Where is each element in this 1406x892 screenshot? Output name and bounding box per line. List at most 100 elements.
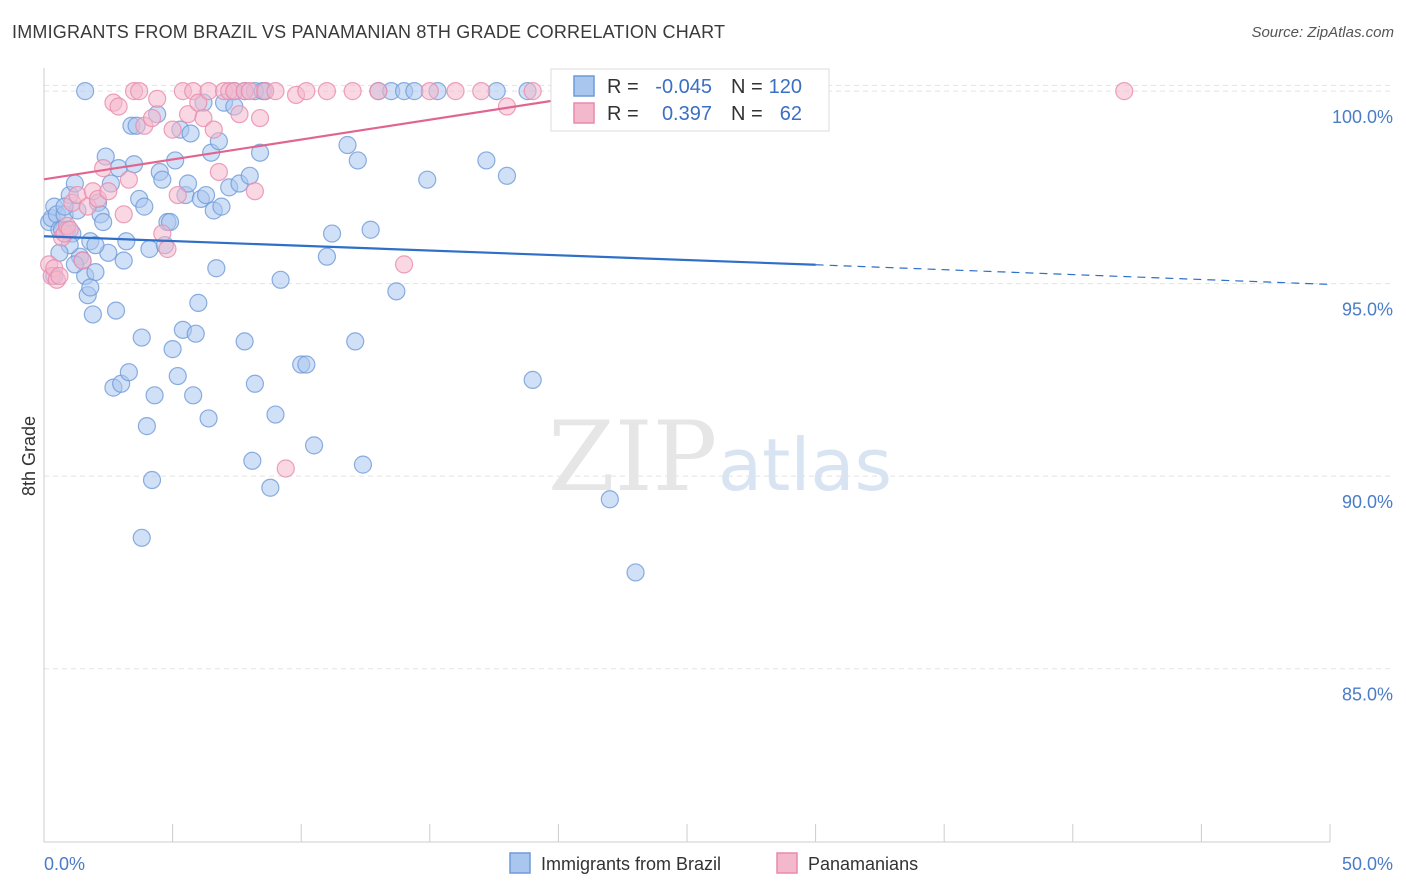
point-panamanian	[163, 120, 182, 139]
point-brazil	[271, 270, 290, 289]
bottom-legend-panamanians: Panamanians	[808, 854, 918, 874]
legend-swatch-brazil	[573, 75, 595, 97]
point-panamanian	[194, 108, 213, 128]
point-panamanian	[148, 89, 167, 108]
point-panamanian	[472, 82, 491, 101]
trend-line-brazil-extension	[815, 264, 1331, 286]
point-brazil	[106, 301, 126, 320]
point-brazil	[600, 490, 619, 509]
point-brazil	[132, 528, 151, 547]
legend-n-value-brazil: 120	[769, 76, 802, 98]
point-brazil	[145, 386, 164, 405]
point-panamanian	[266, 82, 285, 101]
point-panamanian	[209, 162, 228, 182]
point-panamanian	[523, 82, 542, 101]
point-brazil	[353, 455, 373, 474]
point-panamanian	[297, 82, 316, 101]
point-panamanian	[142, 108, 162, 128]
point-brazil	[153, 170, 172, 189]
point-brazil	[322, 224, 342, 243]
legend-r-label-brazil: R =	[607, 76, 639, 98]
trend-line-panamanians	[43, 90, 611, 181]
point-brazil	[81, 278, 100, 297]
legend-swatch-panamanians	[573, 102, 595, 124]
point-brazil	[261, 478, 280, 497]
y-tick-label: 95.0%	[1342, 300, 1393, 320]
y-axis-label: 8th Grade	[19, 416, 39, 496]
y-tick-label: 90.0%	[1342, 492, 1393, 512]
watermark: ZIP atlas	[548, 401, 892, 513]
point-panamanian	[245, 182, 265, 201]
point-brazil	[83, 305, 102, 324]
point-panamanian	[343, 82, 362, 101]
point-panamanian	[60, 220, 79, 239]
point-brazil	[418, 170, 437, 189]
x-tick-label-max: 50.0%	[1342, 854, 1393, 874]
legend-r-label-panamanians: R =	[607, 103, 639, 125]
point-brazil	[163, 340, 182, 359]
point-brazil	[132, 328, 151, 347]
point-panamanian	[73, 251, 92, 270]
point-brazil	[119, 363, 138, 382]
point-brazil	[196, 185, 216, 205]
point-brazil	[346, 332, 365, 351]
x-tick-label-min: 0.0%	[44, 854, 85, 874]
point-brazil	[338, 135, 357, 155]
point-brazil	[189, 293, 208, 312]
legend-r-value-panamanians: 0.397	[662, 103, 712, 125]
point-brazil	[348, 151, 367, 170]
tick-labels: 85.0% 90.0% 95.0% 100.0% 0.0% 50.0%	[44, 107, 1393, 874]
point-brazil	[304, 436, 324, 455]
point-brazil	[212, 197, 231, 216]
point-brazil	[317, 247, 337, 266]
watermark-zip: ZIP	[548, 401, 717, 513]
legend-n-label-brazil: N =	[731, 76, 763, 98]
point-brazil	[117, 232, 136, 251]
point-panamanian	[250, 108, 270, 128]
point-panamanian	[109, 97, 128, 116]
point-brazil	[477, 151, 496, 170]
point-panamanian	[317, 82, 337, 101]
y-tick-label: 85.0%	[1342, 685, 1393, 705]
point-brazil	[186, 324, 205, 343]
point-brazil	[76, 82, 95, 101]
data-points	[40, 82, 1134, 582]
point-panamanian	[446, 82, 465, 101]
point-panamanian	[394, 255, 414, 274]
point-brazil	[240, 166, 259, 185]
point-brazil	[387, 282, 406, 301]
point-brazil	[94, 212, 113, 232]
point-brazil	[178, 174, 198, 193]
trend-lines	[43, 90, 1331, 286]
point-brazil	[361, 220, 380, 239]
point-brazil	[250, 143, 270, 162]
point-brazil	[142, 470, 162, 490]
point-panamanian	[114, 205, 133, 224]
point-panamanian	[420, 82, 439, 101]
point-panamanian	[158, 239, 177, 259]
point-panamanian	[119, 170, 138, 189]
watermark-atlas: atlas	[718, 423, 892, 507]
point-brazil	[207, 259, 226, 278]
point-panamanian	[204, 120, 223, 139]
chart-source: Source: ZipAtlas.com	[1251, 24, 1394, 41]
point-panamanian	[230, 105, 249, 124]
point-brazil	[245, 374, 265, 393]
point-panamanian	[130, 82, 149, 101]
point-brazil	[114, 251, 133, 270]
legend-n-value-panamanians: 62	[780, 103, 802, 125]
point-brazil	[168, 366, 187, 386]
point-panamanian	[276, 459, 295, 478]
point-panamanian	[369, 82, 388, 101]
point-brazil	[487, 82, 506, 101]
point-brazil	[497, 166, 517, 185]
y-tick-label: 100.0%	[1332, 107, 1393, 127]
bottom-legend-swatch-panamanians	[776, 852, 798, 874]
bottom-legend-brazil: Immigrants from Brazil	[541, 854, 721, 874]
point-brazil	[266, 405, 285, 424]
point-brazil	[297, 355, 316, 374]
legend-r-value-brazil: -0.045	[655, 76, 712, 98]
point-brazil	[140, 239, 159, 259]
point-brazil	[137, 417, 156, 436]
legend-n-label-panamanians: N =	[731, 103, 763, 125]
